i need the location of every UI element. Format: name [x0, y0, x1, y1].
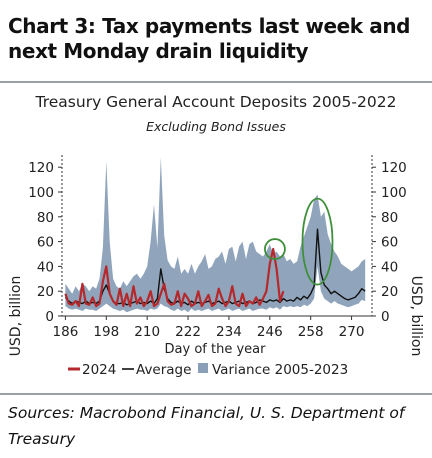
chart-subtitle: Excluding Bond Issues — [146, 119, 286, 134]
y-tick-label-right: 20 — [381, 284, 398, 300]
y-tick-label-right: 100 — [381, 185, 407, 201]
x-tick-label: 234 — [216, 324, 242, 340]
highlight-circle-2024-peak — [264, 238, 286, 260]
y-tick-label-left: 40 — [37, 259, 54, 275]
y-axis-label-left: USD, billion — [8, 276, 24, 357]
y-tick-label-right: 60 — [381, 235, 398, 251]
highlight-ellipse-average-peak — [301, 197, 334, 286]
y-tick-label-left: 80 — [37, 210, 54, 226]
legend-item-variance-label: Variance 2005-2023 — [212, 362, 348, 378]
y-tick-label-right: 0 — [381, 309, 390, 325]
x-tick-label: 222 — [175, 324, 201, 340]
y-tick-label-right: 40 — [381, 259, 398, 275]
divider-top — [0, 81, 432, 83]
page-heading: Chart 3: Tax payments last week and next… — [8, 14, 411, 63]
y-tick-label-left: 20 — [37, 284, 54, 300]
y-tick-label-right: 80 — [381, 210, 398, 226]
legend-item-2024-label: 2024 — [82, 362, 116, 378]
chart-title: Treasury General Account Deposits 2005-2… — [35, 93, 397, 111]
x-tick-label: 270 — [339, 324, 365, 340]
x-tick-label: 198 — [93, 324, 119, 340]
y-tick-label-right: 120 — [381, 160, 407, 176]
variance-band — [65, 157, 366, 313]
x-tick-label: 186 — [53, 324, 79, 340]
y-tick-label-left: 100 — [28, 185, 54, 201]
chart-legend: 2024 Average Variance 2005-2023 — [68, 362, 348, 378]
series-line-2024 — [64, 247, 285, 308]
plot-area: 0 0 20 20 40 40 60 60 80 80 100 100 120 120 186 198 210 2… — [28, 155, 407, 340]
y-tick-label-left: 0 — [45, 309, 54, 325]
x-tick-label: 210 — [134, 324, 160, 340]
legend-item-variance-swatch — [198, 363, 208, 373]
x-tick-label: 258 — [298, 324, 324, 340]
divider-bottom — [0, 393, 432, 395]
source-note: Sources: Macrobond Financial, U. S. Depa… — [8, 404, 405, 448]
x-axis-label: Day of the year — [165, 342, 267, 357]
x-tick-label: 246 — [257, 324, 283, 340]
chart-svg: Treasury General Account Deposits 2005-2… — [8, 93, 424, 378]
y-axis-label-right: USD, billion — [408, 276, 424, 357]
y-tick-label-left: 60 — [37, 235, 54, 251]
legend-item-average-label: Average — [136, 362, 191, 378]
y-tick-label-left: 120 — [28, 160, 54, 176]
